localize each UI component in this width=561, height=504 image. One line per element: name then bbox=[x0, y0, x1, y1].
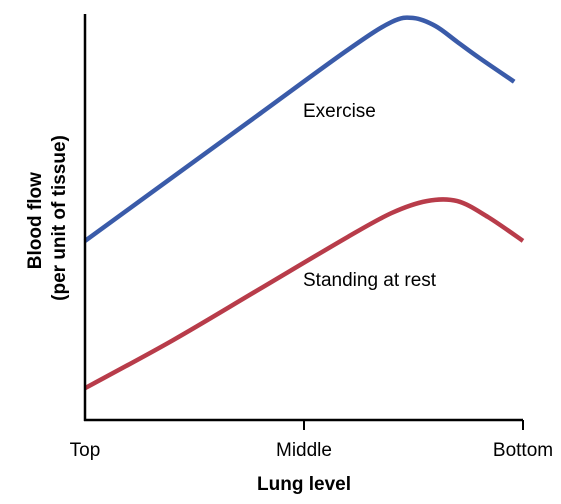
x-tick-label-bottom: Bottom bbox=[493, 440, 553, 461]
x-tick-layer: Top Middle Bottom bbox=[70, 420, 553, 461]
series-label-exercise: Exercise bbox=[303, 101, 376, 122]
x-tick-label-top: Top bbox=[70, 440, 101, 461]
series-line-exercise bbox=[83, 15, 516, 243]
series-label-standing-at-rest: Standing at rest bbox=[303, 270, 437, 291]
y-axis-title-line-2: (per unit of tissue) bbox=[49, 135, 70, 301]
series-layer bbox=[83, 15, 525, 391]
series-line-standing-at-rest bbox=[83, 197, 525, 391]
x-tick-label-middle: Middle bbox=[276, 440, 332, 461]
y-axis-title: Blood flow (per unit of tissue) bbox=[25, 135, 70, 301]
y-axis-title-line-1: Blood flow bbox=[25, 172, 46, 269]
x-axis-title: Lung level bbox=[257, 474, 351, 495]
